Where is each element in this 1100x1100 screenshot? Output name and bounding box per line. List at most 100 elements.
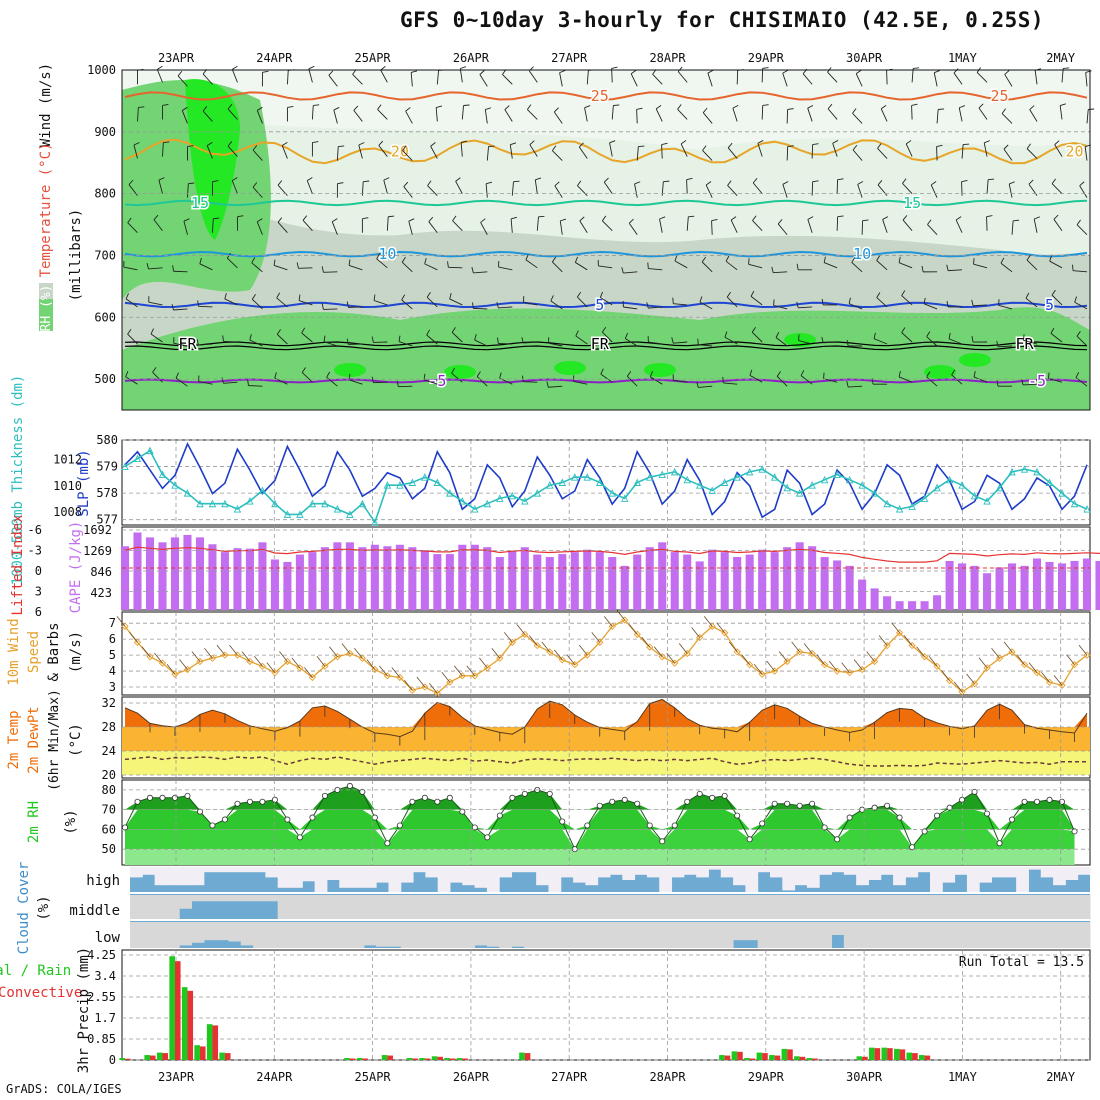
precip-bar	[406, 1058, 413, 1060]
data-point	[646, 822, 653, 829]
wind-barb	[575, 335, 588, 345]
data-point	[621, 494, 629, 502]
cloud-cell	[757, 922, 771, 948]
date-label-bottom: 2MAY	[1046, 1070, 1076, 1084]
cape-bar	[633, 554, 642, 610]
precip-bar	[412, 1058, 418, 1060]
wind-barb	[636, 109, 638, 124]
wind-barb	[391, 667, 401, 678]
data-point	[758, 465, 766, 473]
data-point	[634, 800, 641, 807]
data-point	[383, 672, 392, 680]
wind-barb	[484, 109, 488, 124]
cape-bar	[533, 554, 542, 610]
precip-frame	[121, 949, 1091, 1061]
precip-bar	[749, 1058, 756, 1060]
precip-bar	[125, 1058, 131, 1060]
wind-barb	[711, 219, 718, 222]
tick-label: 700	[94, 248, 116, 262]
data-point	[309, 814, 316, 821]
cloud-row-label: low	[95, 930, 121, 946]
data-point	[146, 794, 153, 801]
data-point	[171, 670, 179, 678]
data-point	[746, 661, 754, 669]
cloud-cell	[696, 922, 709, 948]
wind-barb	[559, 70, 566, 74]
wind-barb	[573, 380, 588, 385]
date-label-top: 30APR	[846, 51, 883, 65]
wind-barb	[523, 301, 538, 306]
cloud-cell	[462, 922, 476, 948]
wind-barb	[273, 259, 276, 266]
cloud-cell	[253, 922, 266, 948]
data-point	[858, 665, 866, 674]
wind-barb	[398, 335, 401, 342]
wind-barb	[553, 107, 559, 113]
data-point	[809, 800, 816, 807]
wind-barb	[655, 104, 662, 110]
precip-bar	[194, 1045, 200, 1060]
wind-barb	[430, 142, 436, 147]
cloud-cell	[376, 895, 389, 920]
data-point	[471, 672, 479, 680]
data-point	[833, 470, 841, 478]
cape-bar	[1082, 558, 1092, 610]
wind-barb	[488, 145, 495, 148]
wind-barb	[821, 336, 824, 343]
data-point	[321, 662, 329, 670]
wind-barb	[191, 651, 201, 662]
wind-barb	[125, 376, 138, 385]
wind-barb	[778, 651, 788, 662]
data-point	[771, 667, 779, 675]
data-point	[608, 489, 616, 497]
wind-barb	[401, 299, 413, 310]
wind-barb	[256, 221, 263, 235]
data-point	[745, 467, 754, 476]
wind-barb	[762, 104, 769, 106]
wind-barb	[677, 66, 683, 72]
cloud-cell	[450, 922, 463, 948]
wind-barb	[953, 72, 963, 85]
data-point	[458, 497, 467, 505]
data-point	[996, 840, 1003, 847]
data-point	[446, 489, 454, 497]
cape-bar	[195, 537, 204, 610]
cloud-cell	[696, 895, 709, 920]
wind-barb	[527, 109, 538, 120]
precip-bar	[344, 1058, 350, 1060]
wind-barb	[696, 381, 699, 388]
wind-barb	[800, 375, 813, 385]
date-label-top: 28APR	[649, 51, 686, 65]
cape-bar	[833, 560, 842, 610]
precip-bar	[356, 1058, 363, 1060]
wind-barb	[498, 266, 513, 271]
wind-barb	[476, 376, 488, 387]
wind-barb	[1000, 262, 1013, 273]
data-point	[621, 616, 629, 624]
wind-barb	[1021, 379, 1024, 386]
data-point	[384, 840, 391, 847]
wind-barb	[653, 646, 663, 657]
data-point	[1045, 678, 1054, 686]
tick-label: 7	[109, 616, 116, 630]
wind-barb	[832, 140, 839, 144]
wind-barb	[216, 644, 226, 656]
wind-barb	[504, 105, 510, 110]
wind-barb	[538, 215, 545, 218]
wind-barb	[674, 255, 678, 262]
wind-barb	[485, 183, 488, 198]
rh-shade-bright	[444, 365, 476, 379]
cloud-cell	[733, 867, 746, 886]
wind-barb	[552, 145, 557, 151]
data-point	[122, 824, 129, 831]
wind-barb	[408, 218, 415, 222]
cape-bar	[458, 544, 467, 610]
cloud-cell	[671, 922, 685, 948]
cape-bar	[933, 595, 942, 610]
wind-barb	[611, 105, 614, 120]
wind-barb	[552, 150, 563, 161]
cloud-cell	[326, 922, 340, 948]
cloud-cell	[966, 922, 980, 948]
cape-bar	[433, 554, 442, 610]
precip-bar	[719, 1055, 725, 1060]
